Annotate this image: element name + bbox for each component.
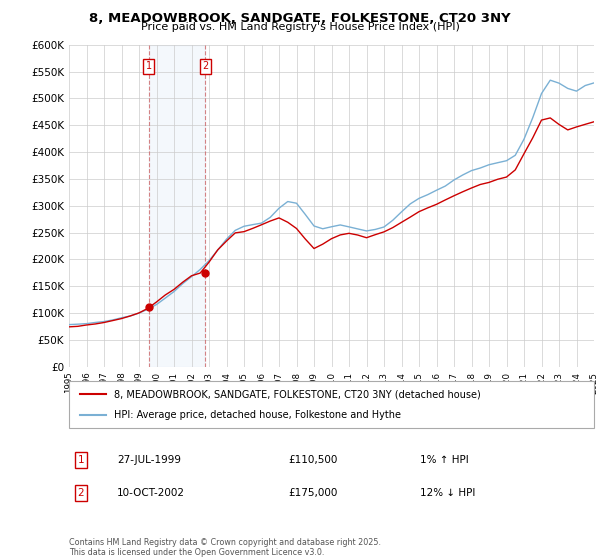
Text: 8, MEADOWBROOK, SANDGATE, FOLKESTONE, CT20 3NY (detached house): 8, MEADOWBROOK, SANDGATE, FOLKESTONE, CT…	[113, 389, 481, 399]
Text: 8, MEADOWBROOK, SANDGATE, FOLKESTONE, CT20 3NY: 8, MEADOWBROOK, SANDGATE, FOLKESTONE, CT…	[89, 12, 511, 25]
Text: £110,500: £110,500	[288, 455, 337, 465]
Text: HPI: Average price, detached house, Folkestone and Hythe: HPI: Average price, detached house, Folk…	[113, 410, 401, 420]
Text: 1: 1	[77, 455, 85, 465]
Text: 2: 2	[77, 488, 85, 498]
FancyBboxPatch shape	[69, 381, 594, 428]
Text: 1: 1	[146, 61, 152, 71]
Text: 1% ↑ HPI: 1% ↑ HPI	[420, 455, 469, 465]
Text: Contains HM Land Registry data © Crown copyright and database right 2025.
This d: Contains HM Land Registry data © Crown c…	[69, 538, 381, 557]
Text: 12% ↓ HPI: 12% ↓ HPI	[420, 488, 475, 498]
Text: £175,000: £175,000	[288, 488, 337, 498]
Text: Price paid vs. HM Land Registry's House Price Index (HPI): Price paid vs. HM Land Registry's House …	[140, 22, 460, 32]
Text: 27-JUL-1999: 27-JUL-1999	[117, 455, 181, 465]
Text: 2: 2	[202, 61, 208, 71]
Text: 10-OCT-2002: 10-OCT-2002	[117, 488, 185, 498]
Bar	[149, 45, 205, 367]
